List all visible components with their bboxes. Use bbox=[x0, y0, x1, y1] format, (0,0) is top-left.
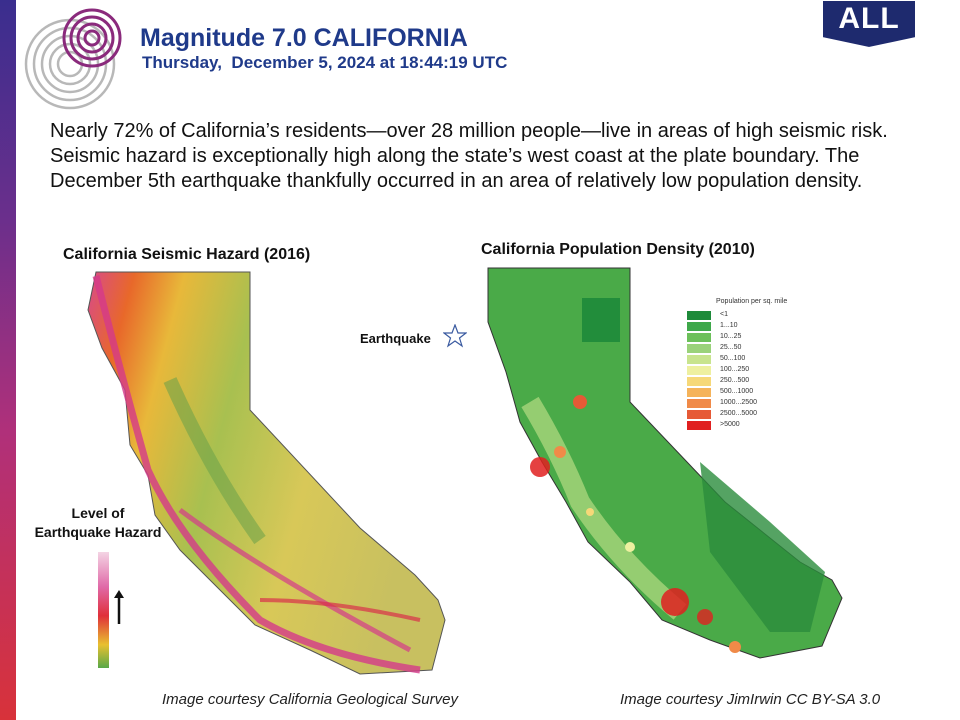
earthquake-marker-label: Earthquake bbox=[360, 331, 431, 346]
legend-swatch bbox=[687, 366, 711, 375]
intro-paragraph: Nearly 72% of California’s residents—ove… bbox=[50, 120, 888, 192]
legend-row: 2500...5000 bbox=[687, 410, 807, 420]
legend-row: 500...1000 bbox=[687, 388, 807, 398]
legend-swatch bbox=[687, 333, 711, 342]
legend-label: 2500...5000 bbox=[720, 410, 757, 417]
legend-label: 100...250 bbox=[720, 366, 750, 373]
population-map-credit: Image courtesy JimIrwin CC BY-SA 3.0 bbox=[620, 691, 881, 708]
legend-row: 100...250 bbox=[687, 366, 807, 376]
seismic-rings-logo bbox=[24, 8, 122, 110]
hazard-legend-title: Level of Earthquake Hazard bbox=[34, 505, 162, 540]
audience-badge[interactable]: ALL bbox=[838, 2, 900, 35]
legend-swatch bbox=[687, 344, 711, 353]
population-density-map bbox=[487, 267, 843, 659]
legend-row: 10...25 bbox=[687, 333, 807, 343]
hazard-map-title: California Seismic Hazard (2016) bbox=[63, 246, 311, 263]
legend-row: 250...500 bbox=[687, 377, 807, 387]
legend-row: >5000 bbox=[687, 421, 807, 431]
population-legend-heading: Population per sq. mile bbox=[716, 298, 788, 305]
legend-swatch bbox=[687, 421, 711, 430]
earthquake-star-icon bbox=[443, 324, 467, 348]
legend-label: >5000 bbox=[720, 421, 740, 428]
legend-row: 1...10 bbox=[687, 322, 807, 332]
legend-label: 500...1000 bbox=[720, 388, 754, 395]
all-badge-shape bbox=[821, 0, 917, 50]
population-map-title: California Population Density (2010) bbox=[481, 241, 755, 258]
legend-swatch bbox=[687, 410, 711, 419]
legend-swatch bbox=[687, 377, 711, 386]
legend-row: <1 bbox=[687, 311, 807, 321]
legend-swatch bbox=[687, 388, 711, 397]
legend-swatch bbox=[687, 399, 711, 408]
legend-label: 250...500 bbox=[720, 377, 750, 384]
legend-swatch bbox=[687, 311, 711, 320]
legend-row: 1000...2500 bbox=[687, 399, 807, 409]
legend-swatch bbox=[687, 322, 711, 331]
legend-label: <1 bbox=[720, 311, 728, 318]
seismic-hazard-map bbox=[87, 271, 446, 675]
legend-label: 25...50 bbox=[720, 344, 742, 351]
hazard-map-credit: Image courtesy California Geological Sur… bbox=[162, 691, 458, 708]
population-legend: Population per sq. mile <1 1...10 10...2… bbox=[684, 291, 808, 439]
legend-label: 1000...2500 bbox=[720, 399, 757, 406]
hazard-level-scale bbox=[98, 552, 124, 668]
legend-swatch bbox=[687, 355, 711, 364]
event-datetime: Thursday, December 5, 2024 at 18:44:19 U… bbox=[142, 53, 508, 72]
legend-row: 50...100 bbox=[687, 355, 807, 365]
legend-label: 10...25 bbox=[720, 333, 742, 340]
legend-label: 1...10 bbox=[720, 322, 738, 329]
left-accent-bar bbox=[0, 0, 16, 720]
legend-label: 50...100 bbox=[720, 355, 746, 362]
legend-row: 25...50 bbox=[687, 344, 807, 354]
page-title: Magnitude 7.0 CALIFORNIA bbox=[140, 24, 468, 52]
